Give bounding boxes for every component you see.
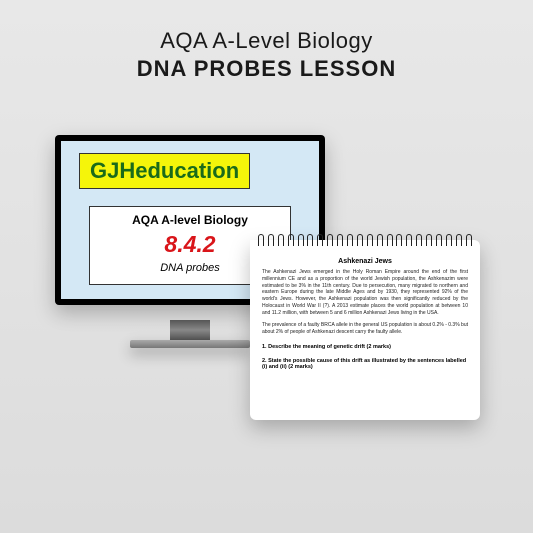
brand-text: GJHeducation (90, 158, 239, 184)
spiral-binding (258, 234, 472, 246)
notebook-mockup: Ashkenazi Jews The Ashkenazi Jews emerge… (250, 240, 480, 420)
header-subject: AQA A-Level Biology (0, 28, 533, 54)
brand-label-box: GJHeducation (79, 153, 250, 189)
monitor-base (130, 340, 250, 348)
note-question-1: 1. Describe the meaning of genetic drift… (262, 344, 468, 350)
note-paragraph-1: The Ashkenazi Jews emerged in the Holy R… (262, 269, 468, 316)
header-title: DNA PROBES LESSON (0, 56, 533, 82)
note-title: Ashkenazi Jews (262, 258, 468, 265)
monitor-stand (170, 320, 210, 340)
header: AQA A-Level Biology DNA PROBES LESSON (0, 0, 533, 82)
note-paragraph-2: The prevalence of a faulty BRCA allele i… (262, 322, 468, 336)
slide-title: AQA A-level Biology (94, 213, 286, 227)
note-question-2: 2. State the possible cause of this drif… (262, 358, 468, 370)
